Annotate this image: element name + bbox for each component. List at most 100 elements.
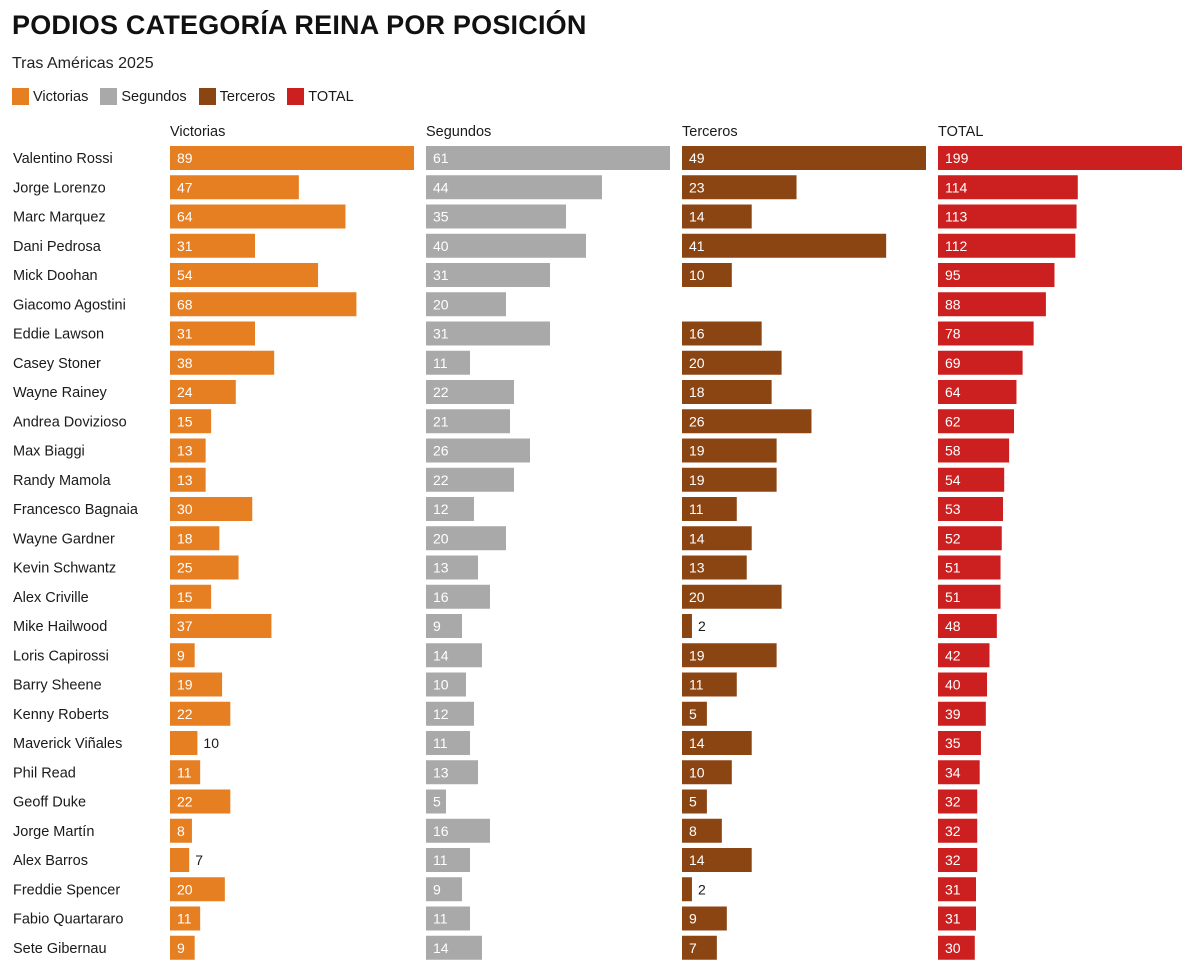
bar-value-label: 20 (689, 589, 705, 605)
legend-item-total: TOTAL (287, 88, 354, 105)
bar-terceros (682, 848, 752, 872)
rider-name-label: Geoff Duke (13, 795, 86, 811)
bar-value-label: 13 (177, 443, 193, 459)
bar-value-label: 114 (945, 179, 968, 195)
bar-value-label: 113 (945, 209, 968, 225)
bar-value-label: 7 (689, 940, 697, 956)
bar-segundos (426, 906, 470, 931)
bar-value-label: 13 (433, 560, 449, 576)
bar-terceros (682, 526, 752, 551)
rider-name-label: Fabio Quartararo (13, 912, 123, 928)
bar-value-label: 11 (433, 355, 448, 371)
bar-total (938, 555, 1001, 580)
bar-total (938, 467, 1005, 492)
bar-value-label: 31 (433, 267, 449, 283)
bar-terceros (682, 321, 762, 346)
bar-victorias (170, 380, 236, 404)
bar-value-label: 22 (177, 706, 193, 722)
bar-value-label: 61 (433, 150, 449, 166)
bar-terceros (682, 146, 926, 170)
bar-victorias (170, 409, 212, 434)
bar-value-label: 21 (433, 413, 449, 429)
bar-victorias (170, 292, 357, 317)
bar-total (938, 614, 997, 638)
bar-segundos (426, 380, 514, 404)
bar-value-label: 14 (433, 940, 449, 956)
bar-total (938, 292, 1046, 317)
bar-victorias (170, 760, 201, 785)
rider-name-label: Jorge Lorenzo (13, 180, 106, 196)
bar-value-label: 64 (945, 384, 961, 400)
bar-terceros (682, 877, 692, 902)
bar-total (938, 350, 1023, 375)
bar-value-label: 2 (698, 881, 706, 897)
bar-victorias (170, 233, 255, 258)
bar-value-label: 39 (945, 706, 961, 722)
rider-name-label: Kenny Roberts (13, 707, 109, 723)
bar-value-label: 14 (433, 647, 449, 663)
bar-terceros (682, 731, 752, 755)
bar-value-label: 95 (945, 267, 961, 283)
bar-segundos (426, 467, 514, 492)
bar-terceros (682, 497, 737, 521)
bar-value-label: 31 (177, 238, 193, 254)
bar-value-label: 31 (433, 326, 449, 342)
bar-value-label: 32 (945, 852, 961, 868)
legend-swatch (287, 88, 305, 105)
bar-value-label: 51 (945, 560, 961, 576)
bar-victorias (170, 935, 195, 960)
bar-value-label: 35 (433, 209, 449, 225)
bar-victorias (170, 438, 206, 463)
legend-label: Victorias (33, 88, 89, 105)
bar-value-label: 9 (433, 618, 441, 634)
rider-name-label: Max Biaggi (13, 444, 85, 460)
bar-value-label: 20 (433, 530, 449, 546)
bar-value-label: 9 (177, 647, 185, 663)
bar-total (938, 175, 1078, 200)
bar-value-label: 14 (689, 852, 705, 868)
legend-swatch (100, 88, 118, 105)
bar-victorias (170, 818, 192, 843)
column-header-total: TOTAL (938, 124, 983, 140)
bar-victorias (170, 701, 231, 726)
bar-value-label: 26 (689, 413, 705, 429)
bar-segundos (426, 643, 482, 668)
bar-terceros (682, 643, 777, 668)
rider-name-label: Andrea Dovizioso (13, 414, 127, 430)
bar-value-label: 9 (689, 911, 697, 927)
rider-name-label: Mike Hailwood (13, 619, 107, 635)
bar-total (938, 526, 1002, 551)
bar-segundos (426, 789, 446, 814)
bar-terceros (682, 584, 782, 609)
column-header-terceros: Terceros (682, 124, 738, 140)
bar-value-label: 7 (195, 852, 203, 868)
bar-value-label: 18 (177, 530, 193, 546)
bar-total (938, 877, 977, 902)
bar-value-label: 14 (689, 530, 705, 546)
bar-value-label: 11 (689, 501, 704, 517)
bar-value-label: 19 (689, 443, 705, 459)
rider-name-label: Maverick Viñales (13, 736, 122, 752)
bar-total (938, 760, 980, 785)
legend-label: Terceros (219, 88, 276, 105)
bar-terceros (682, 233, 887, 258)
bar-segundos (426, 409, 510, 434)
bar-value-label: 48 (945, 618, 961, 634)
bar-value-label: 16 (433, 823, 449, 839)
bar-value-label: 11 (177, 911, 192, 927)
bar-total (938, 321, 1034, 346)
bar-value-label: 10 (433, 677, 449, 693)
bar-value-label: 2 (698, 618, 706, 634)
bar-value-label: 19 (689, 472, 705, 488)
bar-terceros (682, 409, 812, 434)
bar-terceros (682, 350, 782, 375)
bar-value-label: 11 (433, 852, 448, 868)
legend-item-victorias: Victorias (12, 88, 88, 105)
rider-name-label: Mick Doohan (13, 268, 98, 284)
bar-segundos (426, 263, 550, 287)
bar-value-label: 11 (433, 735, 448, 751)
bar-segundos (426, 701, 474, 726)
bar-value-label: 9 (177, 940, 185, 956)
bar-segundos (426, 555, 478, 580)
